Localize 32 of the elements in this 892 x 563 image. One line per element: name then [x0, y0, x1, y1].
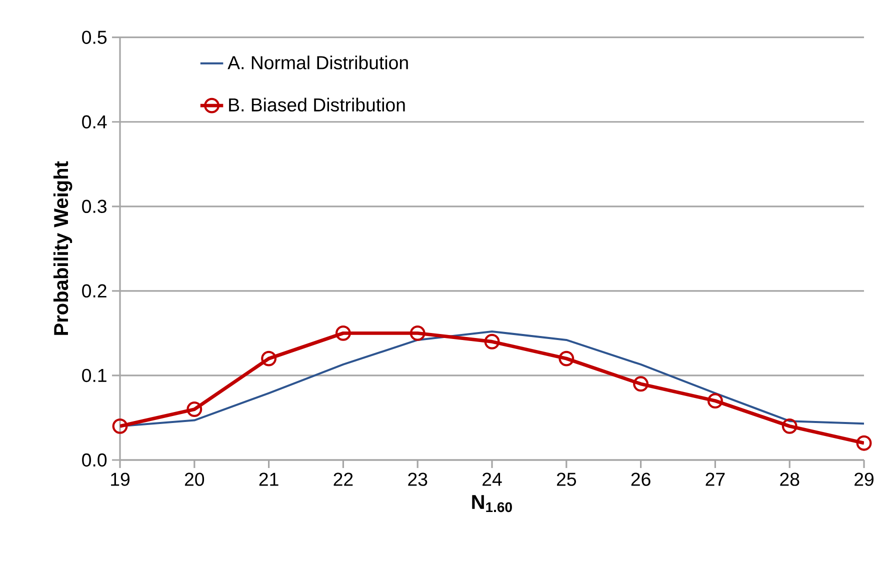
x-tick-label: 29	[854, 472, 874, 486]
point	[558, 350, 574, 366]
x-tick-label: 27	[706, 472, 725, 486]
point	[112, 418, 128, 434]
y-tick-label: 0.0	[82, 454, 107, 467]
point	[707, 393, 723, 409]
point	[261, 350, 277, 366]
x-tick-label: 26	[631, 472, 650, 486]
x-tick-label: 23	[408, 472, 428, 486]
point	[484, 334, 500, 350]
point	[335, 326, 351, 342]
legend-label: B. Biased Distribution	[229, 98, 405, 112]
x-tick-label: 19	[111, 472, 130, 486]
x-tick-label: 25	[556, 472, 576, 486]
point	[856, 436, 872, 451]
x-tick-label: 20	[184, 472, 204, 486]
y-tick-label: 0.2	[82, 284, 106, 298]
point	[186, 402, 202, 418]
y-tick-label: 0.5	[82, 30, 107, 44]
x-tick-label: 21	[259, 472, 278, 486]
y-tick-label: 0.1	[82, 369, 106, 382]
point	[782, 418, 798, 434]
y-axis-title: Probability Weight	[53, 161, 72, 336]
y-tick-label: 0.4	[82, 115, 107, 129]
x-tick-label: 24	[482, 472, 502, 486]
point	[410, 326, 426, 342]
x-axis-title: N$_{1.60}$	[472, 495, 512, 512]
x-tick-label: 22	[334, 472, 353, 486]
point	[633, 376, 649, 392]
y-tick-label: 0.3	[82, 200, 106, 214]
x-tick-label: 28	[780, 472, 800, 486]
legend-label: A. Normal Distribution	[228, 56, 408, 70]
